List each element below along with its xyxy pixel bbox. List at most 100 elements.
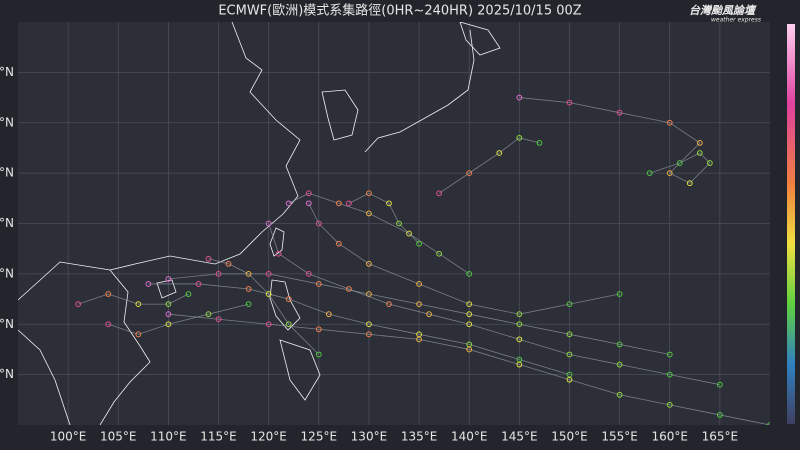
track-point: [566, 376, 573, 383]
track-point: [265, 220, 272, 227]
lon-tick-label: 130°E: [351, 430, 388, 444]
track-line: [168, 273, 670, 355]
track-point: [516, 321, 523, 328]
track-point: [706, 160, 713, 166]
track-point: [566, 351, 573, 358]
track-point: [225, 260, 232, 267]
track-point: [686, 180, 693, 187]
track-point: [436, 250, 443, 257]
track-point: [315, 220, 322, 227]
track-point: [345, 286, 352, 292]
lon-tick-label: 155°E: [601, 430, 638, 444]
track-point: [466, 170, 473, 177]
track-point: [616, 341, 623, 348]
track-point: [325, 311, 332, 318]
track-point: [466, 346, 473, 353]
track-point: [165, 321, 172, 328]
track-point: [616, 291, 623, 297]
track-point: [305, 270, 312, 277]
track-line: [519, 97, 711, 184]
track-point: [366, 321, 372, 328]
track-point: [646, 170, 653, 177]
track-point: [416, 240, 422, 247]
track-point: [285, 321, 292, 328]
track-point: [566, 99, 573, 106]
track-point: [366, 260, 372, 267]
lat-tick-label: 10°N: [0, 367, 14, 381]
track-point: [105, 321, 112, 328]
track-point: [275, 250, 282, 257]
lon-tick-label: 160°E: [651, 430, 688, 444]
track-point: [676, 160, 683, 166]
lon-tick-label: 115°E: [200, 430, 237, 444]
track-point: [466, 270, 473, 277]
track-point: [265, 270, 272, 277]
track-line: [348, 192, 420, 244]
track-point: [516, 361, 523, 368]
lat-tick-label: 30°N: [0, 166, 14, 180]
track-point: [466, 321, 473, 328]
track-point: [285, 200, 292, 207]
track-point: [716, 412, 723, 418]
track-point: [716, 381, 723, 388]
track-point: [566, 331, 573, 338]
track-line: [268, 223, 720, 386]
track-point: [566, 301, 573, 308]
track-point: [767, 422, 770, 425]
lon-tick-label: 110°E: [150, 430, 187, 444]
track-point: [215, 316, 222, 323]
track-point: [696, 150, 703, 156]
color-bar: [787, 24, 795, 424]
track-point: [245, 286, 252, 292]
track-point: [616, 391, 623, 398]
track-line: [308, 203, 620, 315]
track-point: [536, 140, 543, 146]
map-title: ECMWF(歐洲)模式系集路徑(0HR~240HR) 2025/10/15 00…: [218, 3, 581, 19]
track-point: [516, 311, 523, 318]
lon-tick-label: 120°E: [250, 430, 287, 444]
track-point: [386, 200, 392, 207]
track-point: [386, 301, 392, 308]
track-point: [305, 190, 312, 197]
lon-tick-label: 145°E: [501, 430, 538, 444]
track-point: [666, 170, 673, 177]
track-point: [666, 401, 673, 408]
track-line: [78, 293, 189, 305]
track-point: [436, 190, 443, 197]
lat-tick-label: 35°N: [0, 115, 14, 129]
track-point: [315, 281, 322, 287]
lon-tick-label: 140°E: [451, 430, 488, 444]
track-point: [165, 311, 172, 318]
track-point: [616, 361, 623, 368]
track-line: [288, 192, 470, 275]
track-point: [666, 371, 673, 378]
track-point: [516, 336, 523, 343]
track-line: [148, 283, 570, 376]
track-point: [315, 326, 322, 333]
track-point: [315, 351, 322, 358]
track-point: [666, 351, 673, 358]
track-point: [496, 150, 503, 156]
track-point: [345, 200, 352, 207]
track-point: [396, 220, 402, 227]
track-point: [366, 331, 372, 338]
track-point: [135, 331, 142, 338]
track-point: [265, 321, 272, 328]
lat-tick-label: 20°N: [0, 266, 14, 280]
lon-tick-label: 125°E: [301, 430, 338, 444]
lat-tick-label: 25°N: [0, 216, 14, 230]
track-point: [416, 301, 422, 308]
track-point: [366, 190, 372, 197]
track-point: [165, 276, 172, 282]
track-point: [416, 336, 422, 343]
track-point: [516, 134, 523, 141]
lon-tick-label: 135°E: [401, 430, 438, 444]
track-point: [75, 301, 82, 308]
track-point: [305, 200, 312, 207]
track-point: [616, 109, 623, 116]
track-point: [416, 281, 422, 287]
track-line: [108, 303, 249, 335]
lon-tick-label: 165°E: [702, 430, 739, 444]
track-point: [245, 270, 252, 277]
